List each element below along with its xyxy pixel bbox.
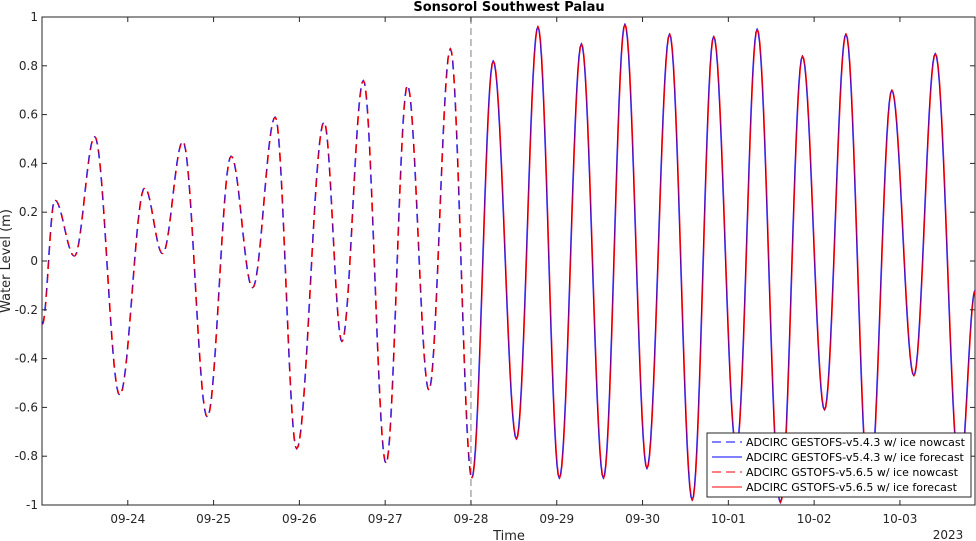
y-tick-label: 1 — [30, 10, 38, 24]
y-tick-label: -0.2 — [15, 303, 38, 317]
x-axis-ticks: 09-24 09-25 09-26 09-27 09-28 09-29 09-30 10-01… — [110, 17, 917, 526]
x-tick-label: 09-29 — [539, 512, 574, 526]
x-tick-label: 09-25 — [196, 512, 231, 526]
plot-area — [41, 16, 976, 506]
legend: ADCIRC GESTOFS-v5.4.3 w/ ice nowcast ADCI… — [706, 432, 972, 498]
x-tick-label: 09-30 — [625, 512, 660, 526]
legend-label-3: ADCIRC GSTOFS-v5.6.5 w/ ice nowcast — [746, 466, 959, 479]
series-line-3 — [42, 47, 472, 475]
legend-label-1: ADCIRC GESTOFS-v5.4.3 w/ ice nowcast — [746, 436, 966, 449]
y-axis-ticks: -1 -0.8 -0.6 -0.4 -0.2 0 0.2 0.4 0.6 0.8 1 — [15, 10, 975, 512]
x-tick-label: 09-27 — [368, 512, 403, 526]
x-tick-label: 09-28 — [454, 512, 489, 526]
y-axis-label: Water Level (m) — [0, 209, 14, 313]
y-tick-label: -0.4 — [15, 352, 38, 366]
legend-box — [706, 432, 972, 498]
legend-label-2: ADCIRC GESTOFS-v5.4.3 w/ ice forecast — [746, 451, 965, 464]
x-tick-label: 10-01 — [711, 512, 746, 526]
legend-label-4: ADCIRC GSTOFS-v5.6.5 w/ ice forecast — [746, 481, 958, 494]
y-tick-label: 0.8 — [19, 59, 38, 73]
year-label: 2023 — [933, 528, 964, 541]
series-line-4 — [471, 22, 976, 505]
series-line-1 — [41, 47, 471, 475]
x-axis-label: Time — [492, 529, 525, 541]
x-tick-label: 09-26 — [282, 512, 317, 526]
y-tick-label: 0.4 — [19, 156, 38, 170]
y-tick-label: -1 — [26, 498, 38, 512]
chart-title: Sonsorol Southwest Palau — [413, 0, 604, 15]
y-tick-label: -0.6 — [15, 400, 38, 414]
y-tick-label: 0 — [30, 254, 38, 268]
x-tick-label: 10-02 — [797, 512, 832, 526]
series-line-2 — [471, 22, 976, 505]
y-tick-label: 0.2 — [19, 205, 38, 219]
series-layer — [41, 22, 976, 505]
y-tick-label: 0.6 — [19, 108, 38, 122]
x-tick-label: 10-03 — [882, 512, 917, 526]
y-tick-label: -0.8 — [15, 449, 38, 463]
x-tick-label: 09-24 — [110, 512, 145, 526]
